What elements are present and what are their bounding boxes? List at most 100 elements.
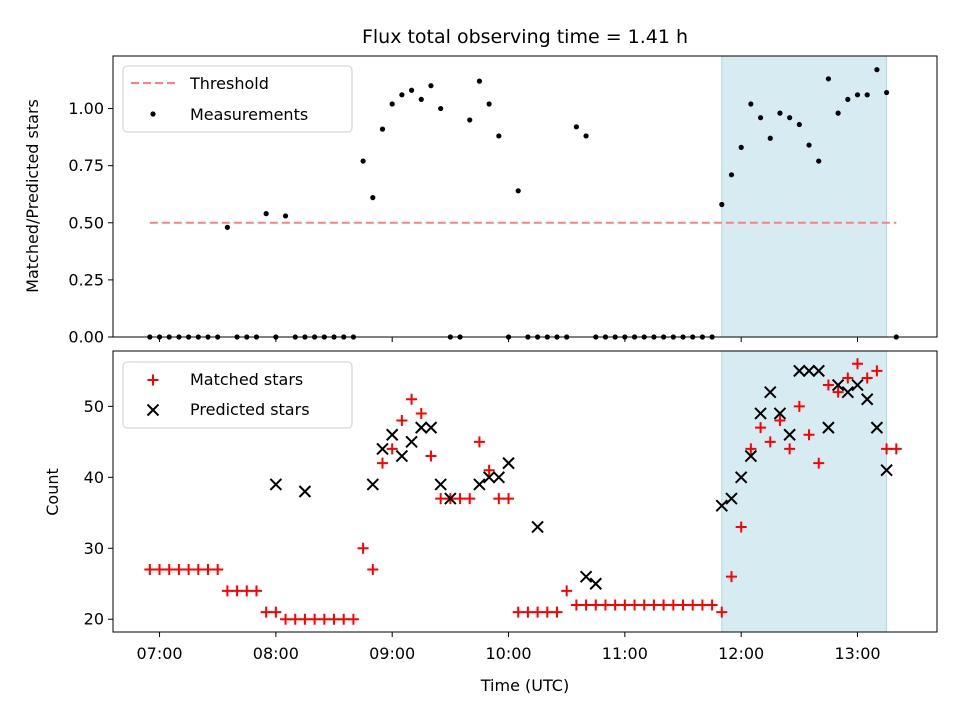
matched-stars-points xyxy=(144,358,902,625)
predicted-star-point xyxy=(812,364,825,378)
matched-star-point xyxy=(590,599,602,611)
predicted-star-point xyxy=(434,478,447,491)
matched-star-point xyxy=(551,606,563,618)
x-tick-label: 13:00 xyxy=(834,644,880,663)
top-legend: Threshold Measurements xyxy=(122,65,353,133)
matched-star-point xyxy=(367,564,379,576)
measurement-point xyxy=(573,124,579,130)
matched-star-point xyxy=(764,436,776,448)
predicted-star-point xyxy=(754,407,767,420)
matched-star-point xyxy=(813,457,825,469)
measurement-point xyxy=(389,101,395,107)
matched-star-point xyxy=(144,564,156,576)
predicted-star-point xyxy=(773,407,787,420)
matched-star-point xyxy=(658,599,670,611)
measurement-point xyxy=(418,96,424,103)
measurement-point xyxy=(845,96,851,103)
matched-star-point xyxy=(435,493,447,505)
measurement-point xyxy=(825,76,832,82)
bottom-panel: 20 30 40 50 07:00 08:00 09:00 10:00 11:00 12:00 1… xyxy=(43,350,938,695)
measurement-point xyxy=(224,224,230,230)
bottom-x-ticks: 07:00 08:00 09:00 10:00 11:00 12:00 13:00 xyxy=(136,632,881,663)
matched-star-point xyxy=(696,599,708,611)
matched-star-point xyxy=(328,613,340,625)
bottom-y-ticks: 20 30 40 50 xyxy=(84,397,113,629)
matched-star-point xyxy=(774,415,786,427)
matched-star-point xyxy=(338,613,350,625)
predicted-star-point xyxy=(822,421,835,434)
matched-star-point xyxy=(376,457,388,469)
matched-star-point xyxy=(221,585,233,597)
matched-star-point xyxy=(648,599,660,611)
y-tick-label: 0.00 xyxy=(68,328,104,347)
matched-legend-label: Matched stars xyxy=(190,370,303,389)
matched-star-point xyxy=(842,372,854,384)
matched-star-point xyxy=(386,443,398,455)
matched-star-point xyxy=(706,599,718,611)
measurement-point xyxy=(438,105,444,112)
measurement-point xyxy=(370,195,376,201)
predicted-star-point xyxy=(269,478,283,491)
predicted-star-point xyxy=(589,577,602,590)
matched-star-point xyxy=(473,436,485,448)
matched-star-point xyxy=(541,606,553,618)
measurement-point xyxy=(486,101,492,107)
measurement-point xyxy=(515,188,521,194)
predicted-star-point xyxy=(715,499,728,512)
predicted-star-point xyxy=(424,421,438,434)
matched-star-point xyxy=(667,599,679,611)
measurement-point xyxy=(476,78,483,84)
matched-star-point xyxy=(852,358,864,370)
measurement-point xyxy=(748,101,754,107)
predicted-star-point xyxy=(376,442,389,456)
matched-star-point xyxy=(503,493,515,505)
matched-star-point xyxy=(192,564,204,576)
matched-star-point xyxy=(832,386,844,398)
bottom-y-axis-label: Count xyxy=(43,468,62,516)
measurement-point xyxy=(796,121,802,128)
predicted-star-point xyxy=(783,428,796,441)
x-tick-label: 09:00 xyxy=(369,644,415,663)
measurement-point xyxy=(787,115,793,121)
predicted-star-point xyxy=(385,428,399,441)
measurement-point xyxy=(263,211,269,217)
matched-star-point xyxy=(890,443,902,455)
predicted-star-point xyxy=(870,421,884,434)
matched-star-point xyxy=(619,599,631,611)
measurement-point xyxy=(777,110,783,116)
y-tick-label: 1.00 xyxy=(68,99,104,118)
matched-star-point xyxy=(454,493,466,505)
measurement-point xyxy=(719,201,725,208)
matched-star-point xyxy=(280,613,292,625)
predicted-star-point xyxy=(444,492,457,505)
matched-star-point xyxy=(532,606,544,618)
predicted-star-point xyxy=(298,485,312,498)
bottom-highlight-span xyxy=(721,350,888,633)
y-tick-label: 30 xyxy=(84,539,104,558)
top-y-ticks: 0.00 0.25 0.50 0.75 1.00 xyxy=(68,99,113,347)
matched-star-point xyxy=(183,564,195,576)
measurement-point xyxy=(757,115,764,121)
predicted-star-point xyxy=(851,378,864,392)
y-tick-label: 20 xyxy=(84,610,104,629)
matched-star-point xyxy=(241,585,253,597)
matched-star-point xyxy=(871,365,883,377)
bottom-plot-frame xyxy=(112,350,938,633)
matched-star-point xyxy=(755,422,767,434)
measurement-point xyxy=(467,117,473,123)
matched-star-point xyxy=(163,564,175,576)
predicted-stars-points xyxy=(269,364,893,590)
measurement-point xyxy=(282,213,289,219)
measurement-point xyxy=(379,126,386,132)
measurement-point xyxy=(360,158,366,164)
matched-star-point xyxy=(861,372,873,384)
matched-star-point xyxy=(881,443,893,455)
measurement-point xyxy=(874,67,880,73)
measurement-point xyxy=(883,89,890,96)
matched-star-point xyxy=(318,613,330,625)
predicted-star-point xyxy=(841,385,855,399)
matched-star-point xyxy=(299,613,311,625)
measurement-point xyxy=(864,92,870,98)
measurement-point xyxy=(583,133,589,139)
